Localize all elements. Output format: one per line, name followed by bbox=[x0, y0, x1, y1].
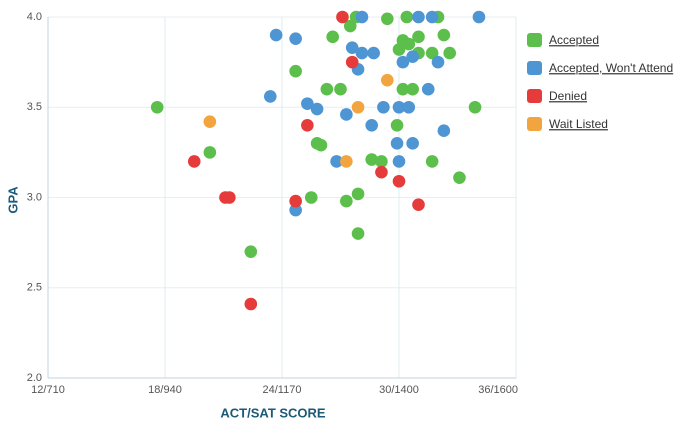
point bbox=[412, 10, 425, 24]
point bbox=[390, 137, 404, 150]
x-axis-title: ACT/SAT SCORE bbox=[220, 405, 326, 420]
point bbox=[223, 191, 236, 204]
point bbox=[396, 82, 410, 96]
point bbox=[381, 73, 394, 87]
legend-swatch bbox=[527, 89, 542, 103]
point bbox=[375, 165, 388, 179]
point bbox=[367, 46, 380, 60]
point bbox=[351, 227, 365, 240]
point bbox=[365, 153, 379, 166]
y-tick-label: 3.0 bbox=[27, 191, 42, 203]
point bbox=[406, 50, 419, 64]
point bbox=[269, 28, 283, 42]
point bbox=[392, 174, 406, 188]
point bbox=[396, 55, 410, 69]
point bbox=[289, 64, 302, 78]
x-tick-label: 30/1400 bbox=[379, 384, 419, 396]
point bbox=[345, 41, 359, 54]
y-tick-label: 2.5 bbox=[27, 282, 42, 294]
legend-label[interactable]: Accepted bbox=[549, 33, 599, 47]
point bbox=[402, 100, 416, 114]
point bbox=[301, 119, 314, 132]
point bbox=[375, 155, 388, 168]
point bbox=[244, 245, 258, 258]
legend-swatch bbox=[527, 117, 542, 131]
point bbox=[203, 146, 217, 159]
point bbox=[301, 97, 314, 110]
point bbox=[310, 102, 324, 116]
point bbox=[336, 10, 349, 24]
point bbox=[468, 100, 482, 114]
point bbox=[421, 82, 435, 96]
y-tick-label: 4.0 bbox=[27, 11, 42, 23]
point bbox=[412, 198, 425, 212]
point bbox=[437, 28, 451, 42]
point bbox=[425, 155, 439, 168]
point bbox=[355, 10, 369, 24]
point bbox=[392, 155, 406, 168]
point bbox=[304, 191, 318, 204]
point bbox=[340, 155, 353, 168]
x-tick-label: 12/710 bbox=[31, 384, 65, 396]
legend-label[interactable]: Wait Listed bbox=[549, 117, 608, 131]
point bbox=[289, 194, 302, 208]
point bbox=[320, 82, 334, 96]
point bbox=[330, 155, 343, 168]
x-tick-label: 18/940 bbox=[148, 384, 182, 396]
point bbox=[400, 10, 414, 24]
point bbox=[345, 55, 359, 69]
point bbox=[431, 55, 445, 69]
y-axis-title: GPA bbox=[5, 186, 20, 214]
y-tick-label: 3.5 bbox=[27, 101, 42, 113]
legend-swatch bbox=[527, 61, 542, 75]
point bbox=[425, 46, 439, 60]
point bbox=[203, 115, 217, 128]
point bbox=[351, 187, 365, 201]
point bbox=[314, 138, 328, 152]
point bbox=[406, 137, 419, 150]
point bbox=[437, 124, 451, 138]
point bbox=[334, 82, 347, 96]
point bbox=[264, 90, 277, 103]
point bbox=[402, 37, 416, 51]
point bbox=[377, 100, 390, 114]
point bbox=[392, 100, 406, 114]
point bbox=[365, 119, 379, 132]
legend-label[interactable]: Denied bbox=[549, 89, 587, 103]
legend-swatch bbox=[527, 33, 542, 47]
point bbox=[381, 12, 394, 26]
point bbox=[443, 46, 457, 60]
point bbox=[425, 10, 439, 24]
point bbox=[289, 32, 302, 45]
point bbox=[390, 119, 404, 132]
point bbox=[340, 108, 353, 121]
point bbox=[289, 203, 302, 217]
x-tick-label: 36/1600 bbox=[478, 384, 518, 396]
x-tick-label: 24/1170 bbox=[263, 384, 302, 396]
point bbox=[343, 19, 357, 33]
point bbox=[340, 194, 353, 208]
point bbox=[150, 100, 164, 114]
point bbox=[244, 297, 258, 311]
point bbox=[412, 30, 425, 44]
point bbox=[351, 100, 365, 114]
y-tick-label: 2.0 bbox=[27, 372, 42, 384]
point bbox=[406, 82, 419, 96]
point bbox=[187, 155, 201, 168]
legend-label[interactable]: Accepted, Won't Attend bbox=[549, 61, 673, 75]
point bbox=[472, 10, 486, 24]
point bbox=[326, 30, 340, 44]
point bbox=[355, 46, 369, 60]
point bbox=[453, 171, 466, 184]
